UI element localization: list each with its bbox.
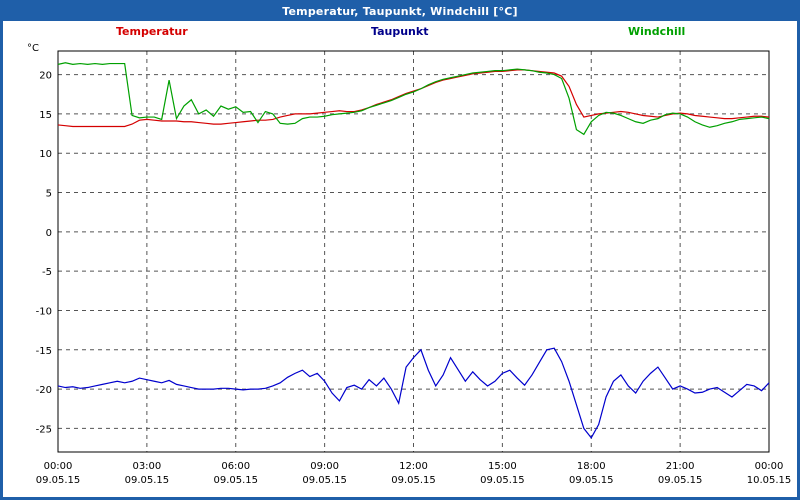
series-line-windchill bbox=[57, 62, 770, 136]
x-tick-time: 06:00 bbox=[221, 461, 250, 472]
legend-item-temperature: Temperatur bbox=[116, 25, 188, 38]
x-tick-date: 09.05.15 bbox=[658, 475, 703, 486]
x-tick-time: 00:00 bbox=[755, 461, 784, 472]
x-tick-date: 09.05.15 bbox=[391, 475, 436, 486]
data-series bbox=[57, 62, 770, 439]
x-tick-time: 12:00 bbox=[399, 461, 428, 472]
x-tick-date: 09.05.15 bbox=[125, 475, 170, 486]
series-line-temperatur bbox=[57, 69, 770, 128]
x-tick-date: 09.05.15 bbox=[480, 475, 525, 486]
x-tick-time: 09:00 bbox=[310, 461, 339, 472]
y-tick-label: -25 bbox=[36, 424, 52, 435]
legend-item-dewpoint: Taupunkt bbox=[371, 25, 429, 38]
x-tick-time: 00:00 bbox=[44, 461, 73, 472]
y-tick-label: -5 bbox=[42, 267, 52, 278]
y-tick-label: 20 bbox=[39, 71, 52, 82]
y-tick-label: 15 bbox=[39, 110, 52, 121]
grid-lines bbox=[57, 51, 770, 452]
x-tick-time: 03:00 bbox=[132, 461, 161, 472]
y-tick-label: -20 bbox=[36, 385, 52, 396]
chart-legend: Temperatur Taupunkt Windchill bbox=[3, 25, 797, 41]
y-tick-label: 10 bbox=[39, 149, 52, 160]
y-tick-label: 5 bbox=[46, 189, 52, 200]
chart-canvas: 20 15 10 5 0 -5 -10 -15 -20 -25 00:00 09.05.15 03:0… bbox=[36, 50, 792, 486]
x-tick-date: 09.05.15 bbox=[213, 475, 258, 486]
y-tick-label: -15 bbox=[36, 346, 52, 357]
y-axis-unit-label: °C bbox=[27, 43, 39, 54]
x-axis-tick-labels: 00:00 09.05.15 03:00 09.05.15 06:00 09.05.15 0… bbox=[36, 461, 792, 486]
x-tick-time: 15:00 bbox=[488, 461, 517, 472]
x-tick-date: 09.05.15 bbox=[302, 475, 347, 486]
legend-item-windchill: Windchill bbox=[628, 25, 686, 38]
y-axis-tick-labels: 20 15 10 5 0 -5 -10 -15 -20 -25 bbox=[36, 71, 52, 436]
plot-frame bbox=[57, 50, 770, 453]
window-title-bar: Temperatur, Taupunkt, Windchill [°C] bbox=[3, 3, 797, 21]
window-title: Temperatur, Taupunkt, Windchill [°C] bbox=[282, 5, 518, 18]
x-tick-date: 09.05.15 bbox=[569, 475, 614, 486]
x-tick-time: 18:00 bbox=[577, 461, 606, 472]
x-tick-date: 09.05.15 bbox=[36, 475, 81, 486]
x-tick-time: 21:00 bbox=[666, 461, 695, 472]
series-line-taupunkt bbox=[57, 347, 770, 439]
y-tick-label: 0 bbox=[46, 228, 52, 239]
y-tick-label: -10 bbox=[36, 306, 52, 317]
x-tick-date: 10.05.15 bbox=[747, 475, 792, 486]
